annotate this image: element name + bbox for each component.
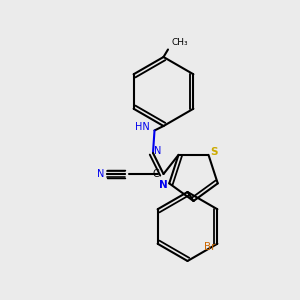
Text: N: N	[154, 146, 161, 157]
Text: Br: Br	[204, 242, 216, 252]
Text: CH₃: CH₃	[171, 38, 188, 47]
Text: C: C	[153, 169, 159, 179]
Text: N: N	[159, 180, 168, 190]
Text: HN: HN	[135, 122, 150, 133]
Text: S: S	[211, 147, 218, 157]
Text: N: N	[97, 169, 104, 179]
